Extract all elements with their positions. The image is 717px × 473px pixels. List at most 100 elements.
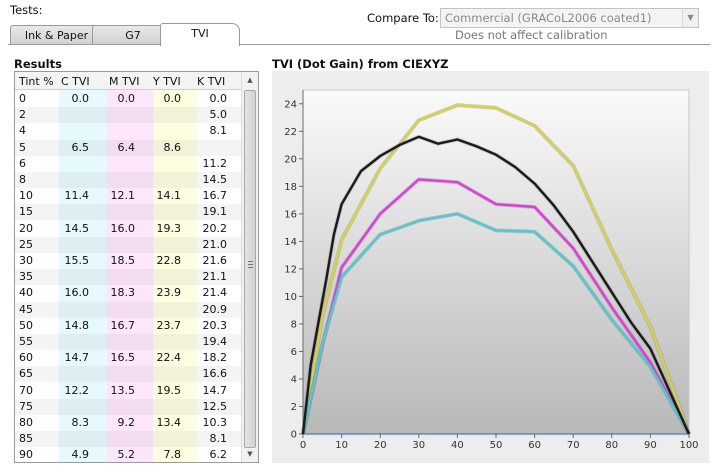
col-header-k-tvi[interactable]: K TVI (197, 75, 226, 88)
table-scrollbar[interactable]: ▲ ▼ (241, 72, 258, 462)
tvi-cell: 10.3 (202, 416, 228, 429)
tvi-cell: 23.9 (156, 286, 182, 300)
tvi-cell: 14.5 (202, 173, 228, 186)
y-tick-label: 14 (284, 237, 297, 248)
table-row[interactable]: 8 14.5 (15, 172, 241, 188)
table-header: Tint % C TVI M TVI Y TVI K TVI (15, 72, 241, 90)
x-tick-label: 30 (412, 440, 425, 451)
tvi-cell: 9.2 (117, 416, 136, 429)
tvi-cell: 20.3 (202, 318, 228, 332)
table-row[interactable]: 90 4.9 5.2 7.8 6.2 (15, 447, 241, 462)
y-tick-label: 6 (291, 347, 297, 358)
y-tick-label: 24 (284, 99, 297, 110)
table-row[interactable]: 2 5.0 (15, 107, 241, 124)
scrollbar-thumb[interactable] (244, 90, 256, 448)
tvi-cell: 22.4 (156, 351, 182, 365)
tint-cell: 4 (19, 124, 26, 138)
table-row[interactable]: 60 14.7 16.5 22.4 18.2 (15, 350, 241, 366)
tvi-cell: 14.7 (202, 383, 228, 397)
scroll-down-icon[interactable]: ▼ (247, 450, 253, 458)
chevron-down-icon[interactable]: ▼ (682, 9, 698, 27)
table-row[interactable]: 10 11.4 12.1 14.1 16.7 (15, 188, 241, 204)
tint-cell: 50 (19, 318, 33, 332)
tvi-cell: 11.2 (202, 156, 228, 170)
tint-cell: 8 (19, 173, 26, 186)
tvi-cell: 23.7 (156, 318, 182, 332)
table-row[interactable]: 6 11.2 (15, 156, 241, 172)
table-row[interactable]: 45 20.9 (15, 301, 241, 318)
tint-cell: 65 (19, 367, 33, 381)
table-row[interactable]: 0 0.0 0.0 0.0 0.0 (15, 91, 241, 107)
tvi-cell: 0.0 (71, 92, 90, 105)
tint-cell: 90 (19, 448, 33, 462)
tab-tvi[interactable]: TVI (160, 23, 240, 46)
y-tick-label: 12 (284, 264, 297, 275)
table-row[interactable]: 35 21.1 (15, 269, 241, 286)
table-row[interactable]: 25 21.0 (15, 236, 241, 253)
tvi-cell: 16.7 (110, 318, 136, 332)
x-tick-label: 80 (605, 440, 618, 451)
tint-cell: 35 (19, 270, 33, 284)
table-row[interactable]: 15 19.1 (15, 204, 241, 221)
tab-divider (8, 44, 710, 45)
col-header-tint[interactable]: Tint % (19, 75, 54, 88)
table-row[interactable]: 70 12.2 13.5 19.5 14.7 (15, 383, 241, 399)
compare-to-select[interactable]: Commercial (GRACoL2006 coated1) ▼ (440, 8, 699, 28)
table-row[interactable]: 4 8.1 (15, 123, 241, 139)
tint-cell: 25 (19, 237, 33, 251)
table-row[interactable]: 40 16.0 18.3 23.9 21.4 (15, 285, 241, 301)
tvi-cell: 0.0 (163, 92, 182, 105)
y-tick-label: 20 (284, 154, 297, 165)
table-row[interactable]: 75 12.5 (15, 398, 241, 415)
y-tick-label: 4 (291, 374, 297, 385)
table-row[interactable]: 55 19.4 (15, 334, 241, 350)
col-header-c-tvi[interactable]: C TVI (61, 75, 90, 88)
tint-cell: 30 (19, 254, 33, 267)
tvi-cell: 5.0 (209, 108, 228, 122)
table-row[interactable]: 85 8.1 (15, 431, 241, 448)
tint-cell: 60 (19, 351, 33, 365)
tint-cell: 20 (19, 221, 33, 235)
tvi-cell: 21.6 (202, 254, 228, 267)
tvi-cell: 20.2 (202, 221, 228, 235)
col-header-m-tvi[interactable]: M TVI (109, 75, 140, 88)
tvi-cell: 19.4 (202, 335, 228, 348)
tvi-cell: 8.3 (71, 416, 90, 429)
results-table[interactable]: 0 0.0 0.0 0.0 0.0 2 5.0 4 8.1 5 6.5 6.4 8.6 6 11.2 8 14.… (14, 71, 259, 463)
grip-icon (248, 261, 253, 268)
tvi-cell: 7.8 (163, 448, 182, 462)
tvi-cell: 19.5 (156, 383, 182, 397)
table-row[interactable]: 30 15.5 18.5 22.8 21.6 (15, 253, 241, 269)
scroll-up-icon[interactable]: ▲ (247, 76, 253, 84)
tvi-cell: 21.4 (202, 286, 228, 300)
plot-area (302, 89, 690, 435)
table-row[interactable]: 5 6.5 6.4 8.6 (15, 139, 241, 156)
tint-cell: 6 (19, 156, 26, 170)
tvi-cell: 16.0 (110, 221, 136, 235)
table-row[interactable]: 80 8.3 9.2 13.4 10.3 (15, 415, 241, 431)
tvi-cell: 0.0 (209, 92, 228, 105)
table-row[interactable]: 50 14.8 16.7 23.7 20.3 (15, 318, 241, 334)
table-row[interactable]: 65 16.6 (15, 366, 241, 383)
tab-ink-paper[interactable]: Ink & Paper (10, 25, 103, 45)
col-header-y-tvi[interactable]: Y TVI (153, 75, 181, 88)
tvi-cell: 14.8 (64, 318, 90, 332)
tint-cell: 45 (19, 302, 33, 316)
tint-cell: 5 (19, 140, 26, 154)
x-tick-label: 90 (644, 440, 657, 451)
y-tick-label: 8 (291, 319, 297, 330)
tint-cell: 55 (19, 335, 33, 348)
results-title: Results (14, 57, 62, 71)
tvi-cell: 14.1 (156, 189, 182, 203)
tvi-cell: 16.7 (202, 189, 228, 203)
tvi-cell: 8.1 (209, 124, 228, 138)
series-line-0 (301, 103, 691, 435)
tvi-cell: 8.1 (209, 432, 228, 446)
tvi-cell: 15.5 (64, 254, 90, 267)
tvi-cell: 13.5 (110, 383, 136, 397)
tint-cell: 0 (19, 92, 26, 105)
y-tick-label: 22 (284, 127, 297, 138)
tab-bar: Ink & Paper G7 TVI (10, 23, 710, 46)
tvi-cell: 14.5 (64, 221, 90, 235)
table-row[interactable]: 20 14.5 16.0 19.3 20.2 (15, 221, 241, 237)
